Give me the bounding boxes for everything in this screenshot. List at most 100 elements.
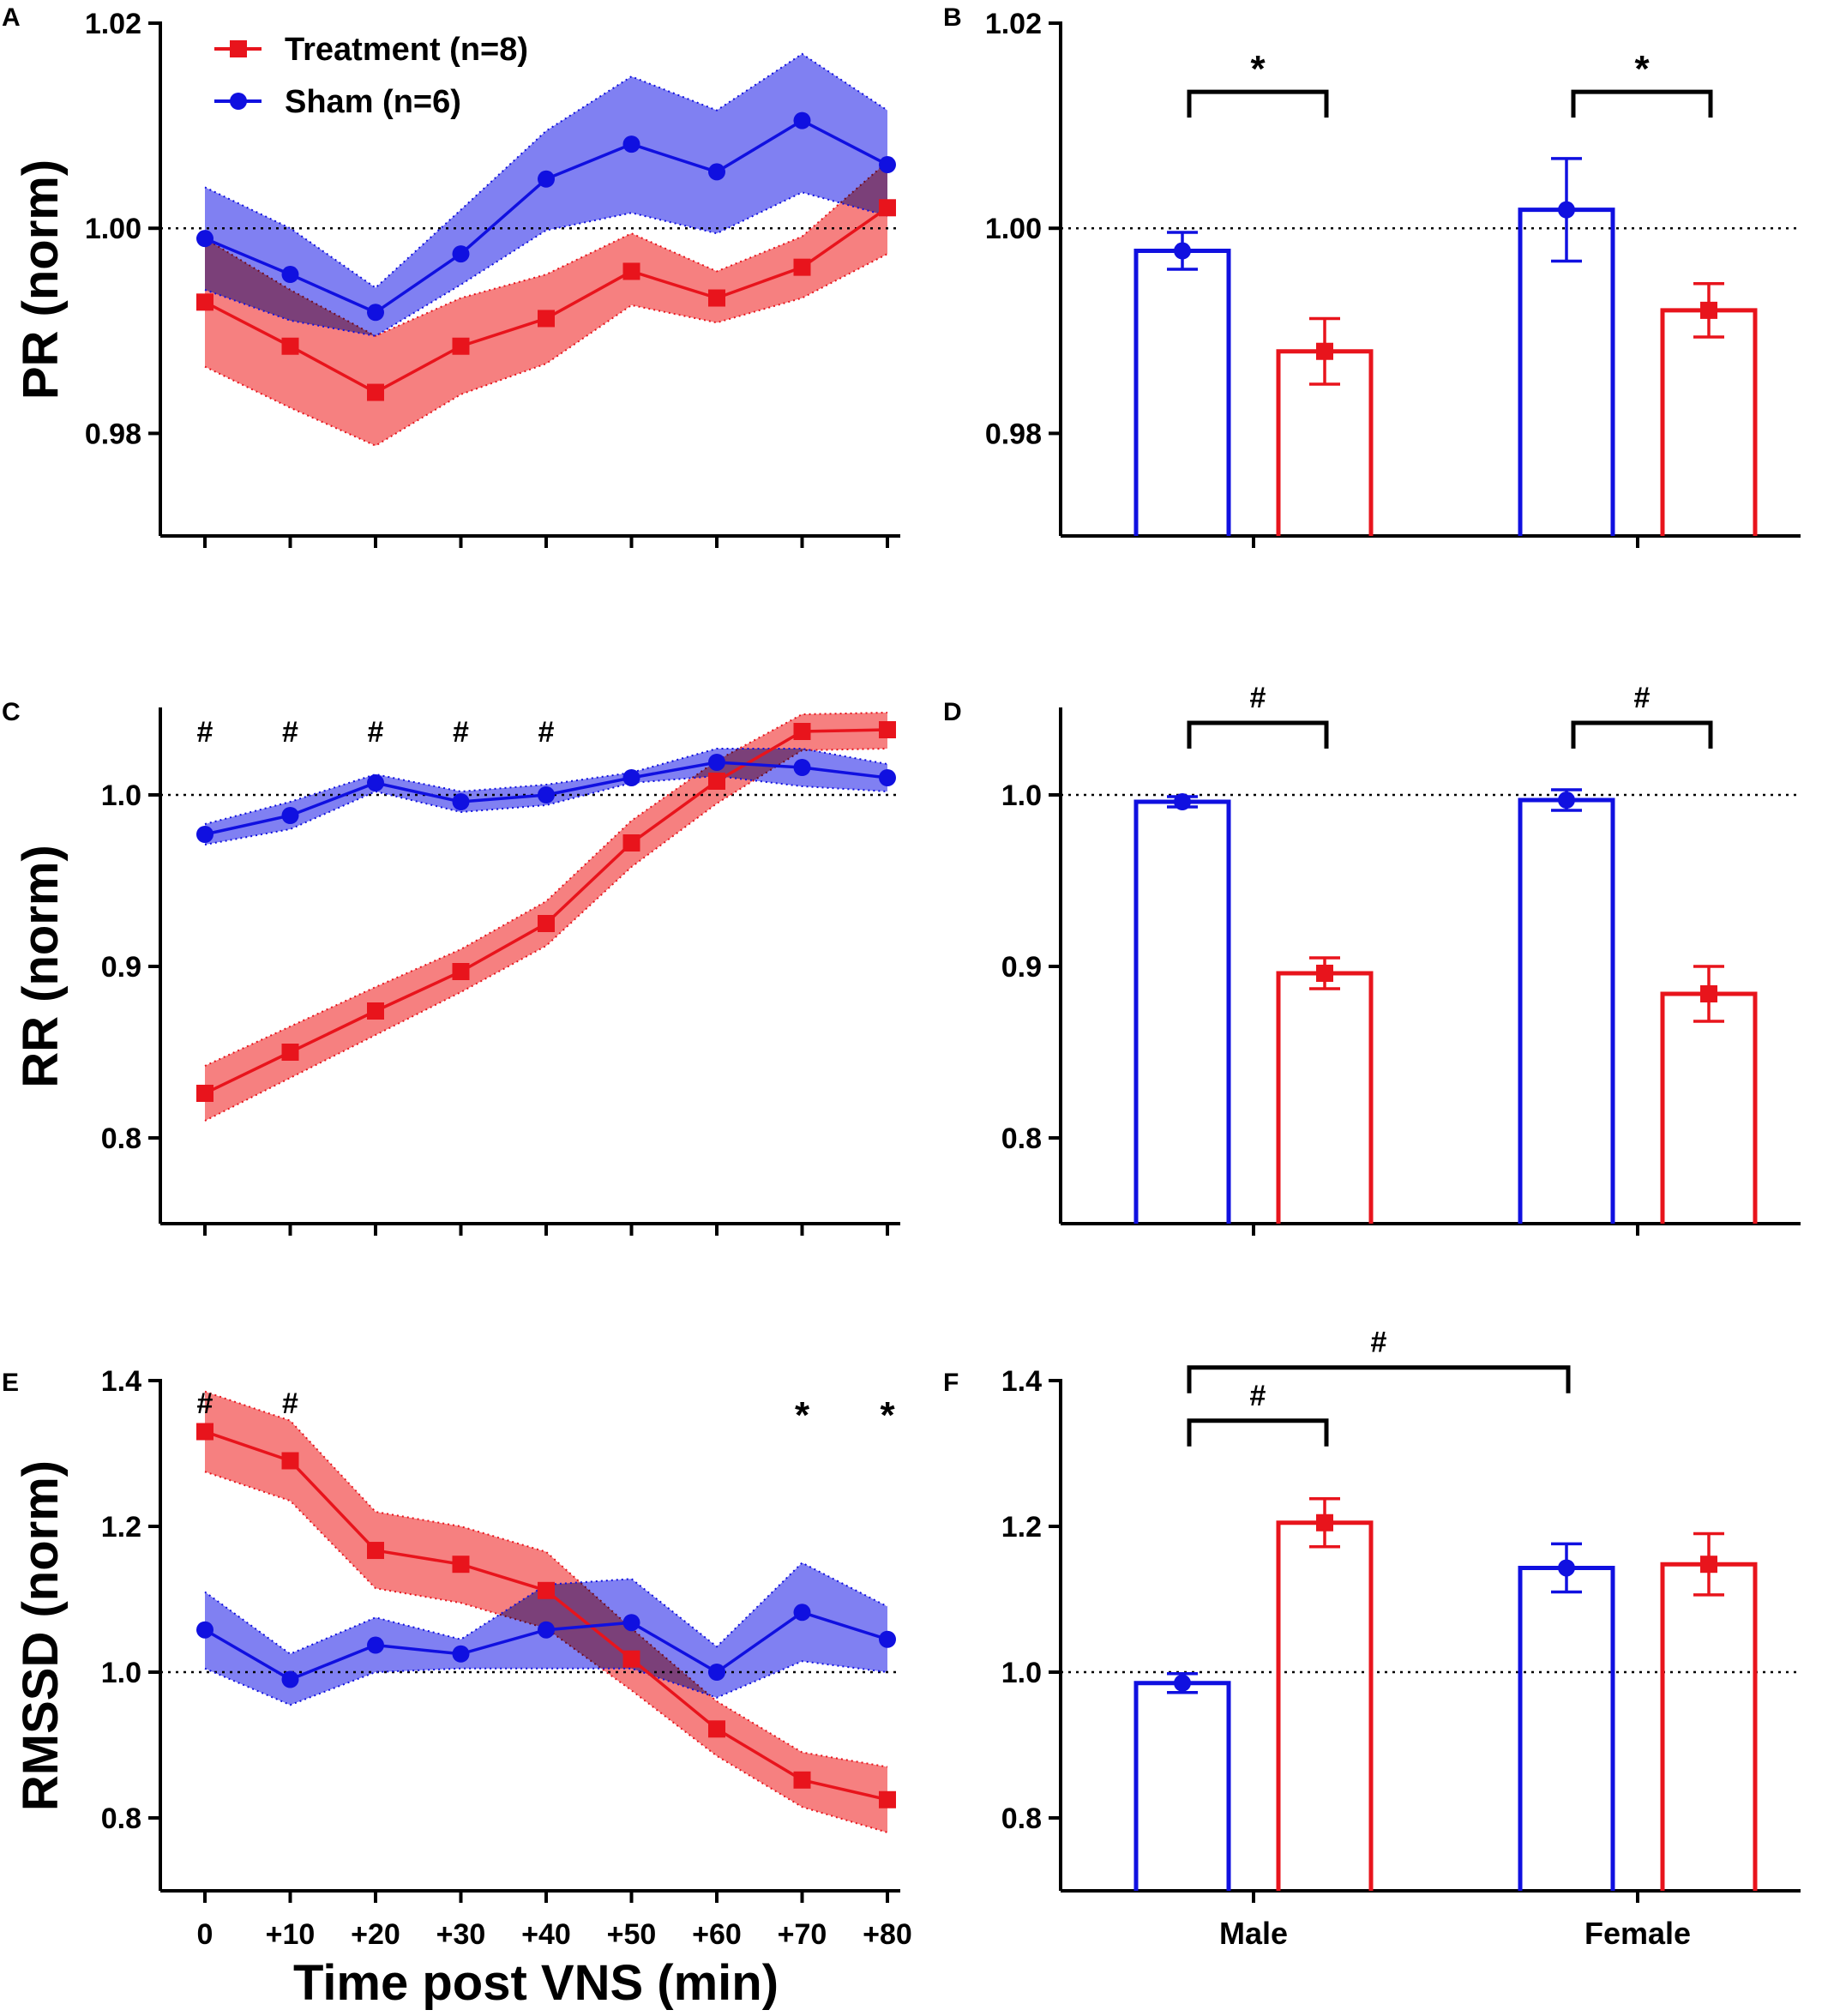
significance-bracket bbox=[1187, 1365, 1571, 1393]
panel-a: A 0.98 1.00 1.02 PR (norm) bbox=[2, 3, 900, 548]
bar-marker-sham bbox=[1558, 201, 1575, 219]
ci-lower-sham bbox=[204, 191, 888, 337]
data-point-sham bbox=[281, 1670, 299, 1688]
bar-marker-sham bbox=[1174, 242, 1191, 260]
data-point-sham bbox=[281, 807, 299, 824]
bar-sham bbox=[1133, 1681, 1231, 1891]
significance-mark: # bbox=[282, 716, 298, 749]
category-label: Male bbox=[1219, 1916, 1288, 1951]
data-point-treatment bbox=[708, 289, 725, 307]
y-tick-label: 1.2 bbox=[1001, 1511, 1042, 1544]
y-tick-label: 0.8 bbox=[1001, 1802, 1042, 1835]
panel-letter-c: C bbox=[2, 698, 21, 726]
bar-treatment bbox=[1276, 971, 1374, 1224]
data-point-treatment bbox=[538, 915, 555, 932]
significance-mark: # bbox=[1250, 1380, 1266, 1412]
significance-bracket bbox=[1187, 89, 1329, 118]
x-axis-title: Time post VNS (min) bbox=[293, 1955, 779, 2011]
data-point-treatment bbox=[196, 1085, 213, 1102]
panel-f: F 0.8 1.0 1.2 1.4 Male Female # # bbox=[943, 1327, 1801, 1951]
panel-e: E 0.8 1.0 1.2 1.4 RMSSD (norm) 0 +10 +20 +30 +40 +5… bbox=[2, 1365, 912, 1951]
bar-marker-sham bbox=[1174, 1674, 1191, 1692]
y-tick-label: 1.0 bbox=[101, 1657, 141, 1689]
y-tick-label: 1.00 bbox=[85, 213, 141, 245]
data-point-treatment bbox=[281, 337, 299, 355]
y-axis-title: PR (norm) bbox=[13, 159, 69, 400]
bar-treatment bbox=[1660, 308, 1758, 536]
significance-mark: * bbox=[880, 1394, 895, 1436]
panel-letter-e: E bbox=[2, 1369, 19, 1397]
legend-treatment-marker bbox=[230, 40, 247, 57]
significance-mark: * bbox=[1250, 48, 1266, 90]
bar-marker-treatment bbox=[1700, 985, 1717, 1002]
y-tick-label: 0.8 bbox=[1001, 1122, 1042, 1155]
data-point-sham bbox=[538, 170, 555, 188]
y-tick-label: 1.0 bbox=[1001, 1657, 1042, 1689]
significance-bracket bbox=[1571, 89, 1713, 118]
x-tick-label: +60 bbox=[692, 1918, 742, 1951]
bar-sham bbox=[1133, 249, 1231, 536]
data-point-sham bbox=[708, 1664, 725, 1681]
data-point-treatment bbox=[622, 262, 640, 280]
data-point-treatment bbox=[452, 1556, 470, 1574]
panel-d: D 0.8 0.9 1.0 # # bbox=[943, 682, 1801, 1236]
legend-sham-label: Sham (n=6) bbox=[285, 84, 461, 120]
data-point-treatment bbox=[879, 721, 896, 738]
ci-upper-treatment bbox=[204, 160, 888, 337]
data-point-sham bbox=[793, 1604, 811, 1622]
bar-marker-sham bbox=[1558, 791, 1575, 809]
data-point-sham bbox=[622, 135, 640, 153]
bar-marker-treatment bbox=[1700, 1556, 1717, 1574]
data-point-treatment bbox=[538, 1581, 555, 1599]
bar-marker-treatment bbox=[1316, 965, 1333, 982]
data-point-treatment bbox=[538, 310, 555, 328]
y-tick-label: 1.0 bbox=[101, 779, 141, 812]
x-tick-label: +30 bbox=[436, 1918, 486, 1951]
data-point-treatment bbox=[452, 963, 470, 980]
bar-marker-treatment bbox=[1316, 1514, 1333, 1532]
ci-lower-sham bbox=[204, 1660, 888, 1706]
panel-letter-a: A bbox=[2, 3, 21, 32]
y-axis-title: RMSSD (norm) bbox=[13, 1460, 69, 1811]
legend-sham-marker bbox=[230, 93, 247, 110]
data-point-sham bbox=[538, 1621, 555, 1639]
x-tick-label: +70 bbox=[778, 1918, 827, 1951]
y-tick-label: 0.98 bbox=[85, 418, 141, 450]
data-point-treatment bbox=[879, 199, 896, 217]
x-tick-label: +40 bbox=[521, 1918, 571, 1951]
y-tick-label: 0.9 bbox=[1001, 951, 1042, 984]
data-point-treatment bbox=[708, 773, 725, 790]
data-point-sham bbox=[196, 230, 213, 248]
category-label: Female bbox=[1584, 1916, 1691, 1951]
data-point-treatment bbox=[196, 293, 213, 311]
significance-mark: # bbox=[197, 716, 213, 749]
y-tick-label: 1.02 bbox=[85, 8, 141, 40]
data-point-sham bbox=[538, 786, 555, 803]
data-point-sham bbox=[879, 769, 896, 786]
data-point-sham bbox=[452, 793, 470, 810]
significance-mark: # bbox=[197, 1387, 213, 1420]
bar-marker-treatment bbox=[1700, 301, 1717, 319]
y-tick-label: 0.8 bbox=[101, 1122, 141, 1155]
data-point-sham bbox=[452, 245, 470, 263]
legend-treatment-label: Treatment (n=8) bbox=[285, 32, 528, 68]
data-point-sham bbox=[708, 163, 725, 181]
panel-c: C 0.8 0.9 1.0 RR (norm) # # # # # bbox=[2, 698, 900, 1236]
y-tick-label: 1.2 bbox=[101, 1511, 141, 1544]
significance-mark: # bbox=[1250, 682, 1266, 714]
data-point-treatment bbox=[367, 383, 384, 401]
x-tick-label: +80 bbox=[863, 1918, 912, 1951]
x-tick-label: 0 bbox=[197, 1918, 213, 1951]
significance-bracket bbox=[1571, 720, 1713, 749]
y-tick-label: 0.98 bbox=[985, 418, 1042, 450]
data-point-sham bbox=[281, 266, 299, 284]
bar-treatment bbox=[1660, 991, 1758, 1224]
data-point-sham bbox=[793, 759, 811, 776]
ci-band-sham bbox=[205, 53, 887, 336]
data-point-sham bbox=[196, 1621, 213, 1639]
y-tick-label: 1.02 bbox=[985, 8, 1042, 40]
y-tick-label: 1.0 bbox=[1001, 779, 1042, 812]
y-tick-label: 1.4 bbox=[101, 1365, 141, 1398]
